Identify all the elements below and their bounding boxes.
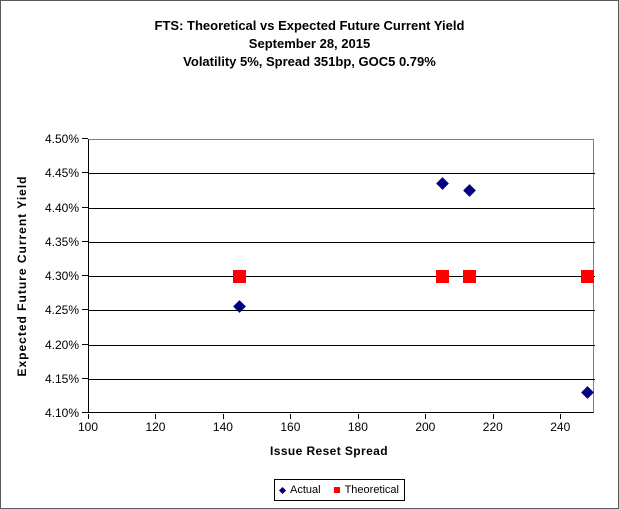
legend-label-actual: Actual [290,484,321,496]
x-tick-mark [88,414,89,419]
gridline [89,378,595,380]
gridline [89,241,595,243]
data-point-theoretical [435,269,449,283]
x-tick-label: 120 [145,420,166,434]
y-tick-mark [82,309,88,311]
y-tick-mark [82,240,88,242]
x-tick-mark [492,414,494,419]
x-tick-mark [222,414,224,419]
diamond-icon [278,486,287,494]
data-point-actual [435,177,449,190]
y-axis-title: Expected Future Current Yield [15,175,29,377]
legend-label-theoretical: Theoretical [344,484,399,496]
gridline [89,310,595,312]
y-tick-label: 4.50% [44,132,79,146]
y-tick-mark [82,377,88,379]
plot-area [88,139,595,413]
chart-title: FTS: Theoretical vs Expected Future Curr… [154,18,465,33]
x-axis-title: Issue Reset Spread [270,444,388,458]
x-tick-mark [425,414,427,419]
data-point-theoretical [462,269,476,283]
x-tick-label: 200 [415,420,436,434]
x-tick-label: 220 [482,420,503,434]
data-point-theoretical [580,269,594,283]
data-point-actual [462,184,476,197]
data-point-theoretical [233,269,247,283]
legend-item-actual: Actual [278,484,321,496]
y-tick-mark [82,172,88,174]
y-tick-label: 4.15% [44,371,79,386]
gridline [89,173,595,175]
chart-subtitle-date: September 28, 2015 [248,36,371,51]
y-tick-mark [82,275,88,276]
y-tick-label: 4.10% [44,406,79,420]
gridline [89,207,595,209]
x-tick-mark [560,414,562,419]
y-tick-label: 4.40% [44,200,79,215]
x-tick-label: 100 [77,420,99,434]
x-tick-mark [290,414,292,419]
y-tick-label: 4.20% [44,337,79,352]
gridline [89,344,595,346]
gridline [89,276,595,277]
legend-item-theoretical: Theoretical [333,484,399,496]
y-tick-label: 4.30% [44,269,79,283]
square-icon [333,487,340,493]
x-tick-label: 180 [347,420,368,434]
x-tick-label: 160 [280,420,301,434]
x-tick-label: 140 [212,420,233,434]
x-tick-mark [155,414,157,419]
data-point-actual [233,300,247,314]
y-tick-mark [82,138,88,139]
y-tick-mark [82,206,88,208]
y-tick-mark [82,343,88,345]
data-point-actual [580,386,594,399]
x-tick-mark [357,414,359,419]
chart-subtitle-params: Volatility 5%, Spread 351bp, GOC5 0.79% [183,54,436,69]
y-tick-label: 4.25% [44,303,79,318]
y-tick-label: 4.35% [44,234,79,249]
legend: Actual Theoretical [274,479,405,501]
y-tick-label: 4.45% [44,166,79,181]
y-tick-mark [82,412,88,413]
chart-title-block: FTS: Theoretical vs Expected Future Curr… [1,17,618,71]
x-tick-label: 240 [550,420,571,434]
